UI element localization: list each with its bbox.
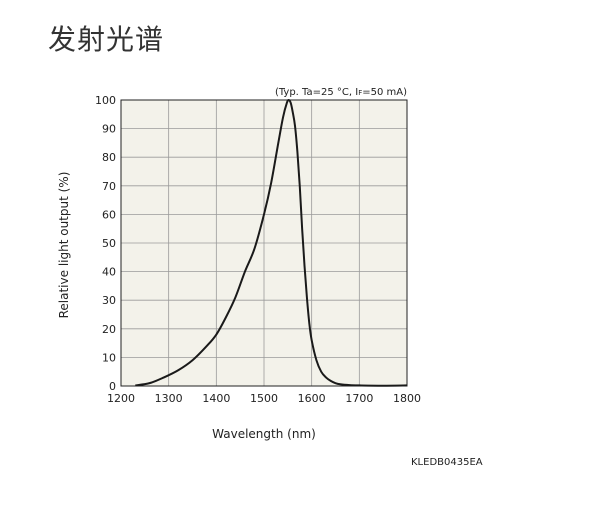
condition-note-suffix: =50 mA): [362, 87, 407, 98]
y-tick-label: 20: [102, 323, 116, 336]
x-tick-label: 1300: [155, 392, 183, 405]
page-title: 发射光谱: [48, 23, 165, 56]
y-tick-label: 30: [102, 294, 116, 307]
y-tick-label: 70: [102, 180, 116, 193]
x-tick-label: 1500: [250, 392, 278, 405]
x-tick-label: 1400: [202, 392, 230, 405]
x-tick-label: 1200: [107, 392, 135, 405]
y-tick-label: 0: [109, 380, 116, 393]
x-tick-label: 1800: [393, 392, 421, 405]
y-tick-label: 60: [102, 208, 116, 221]
x-tick-label: 1600: [298, 392, 326, 405]
y-tick-label: 50: [102, 237, 116, 250]
y-tick-labels: 0 10 20 30 40 50 60 70 80 90 100: [95, 94, 116, 393]
y-tick-label: 90: [102, 123, 116, 136]
y-tick-label: 10: [102, 351, 116, 364]
y-tick-label: 40: [102, 266, 116, 279]
document-code: KLEDB0435EA: [411, 457, 483, 468]
plot-frame: [120, 99, 408, 387]
condition-note: (Typ. Ta=25 °C, IF=50 mA): [275, 87, 407, 98]
y-axis-label: Relative light output (%): [57, 172, 71, 319]
series-line: [135, 98, 408, 387]
x-tick-label: 1700: [345, 392, 373, 405]
condition-note-subscript: F: [358, 89, 362, 97]
x-tick-labels: 1200 1300 1400 1500 1600 1700 1800: [107, 392, 421, 405]
x-axis-label: Wavelength (nm): [212, 427, 316, 441]
y-tick-label: 80: [102, 151, 116, 164]
condition-note-prefix: (Typ. Ta=25 °C, I: [275, 87, 358, 98]
y-tick-label: 100: [95, 94, 116, 107]
